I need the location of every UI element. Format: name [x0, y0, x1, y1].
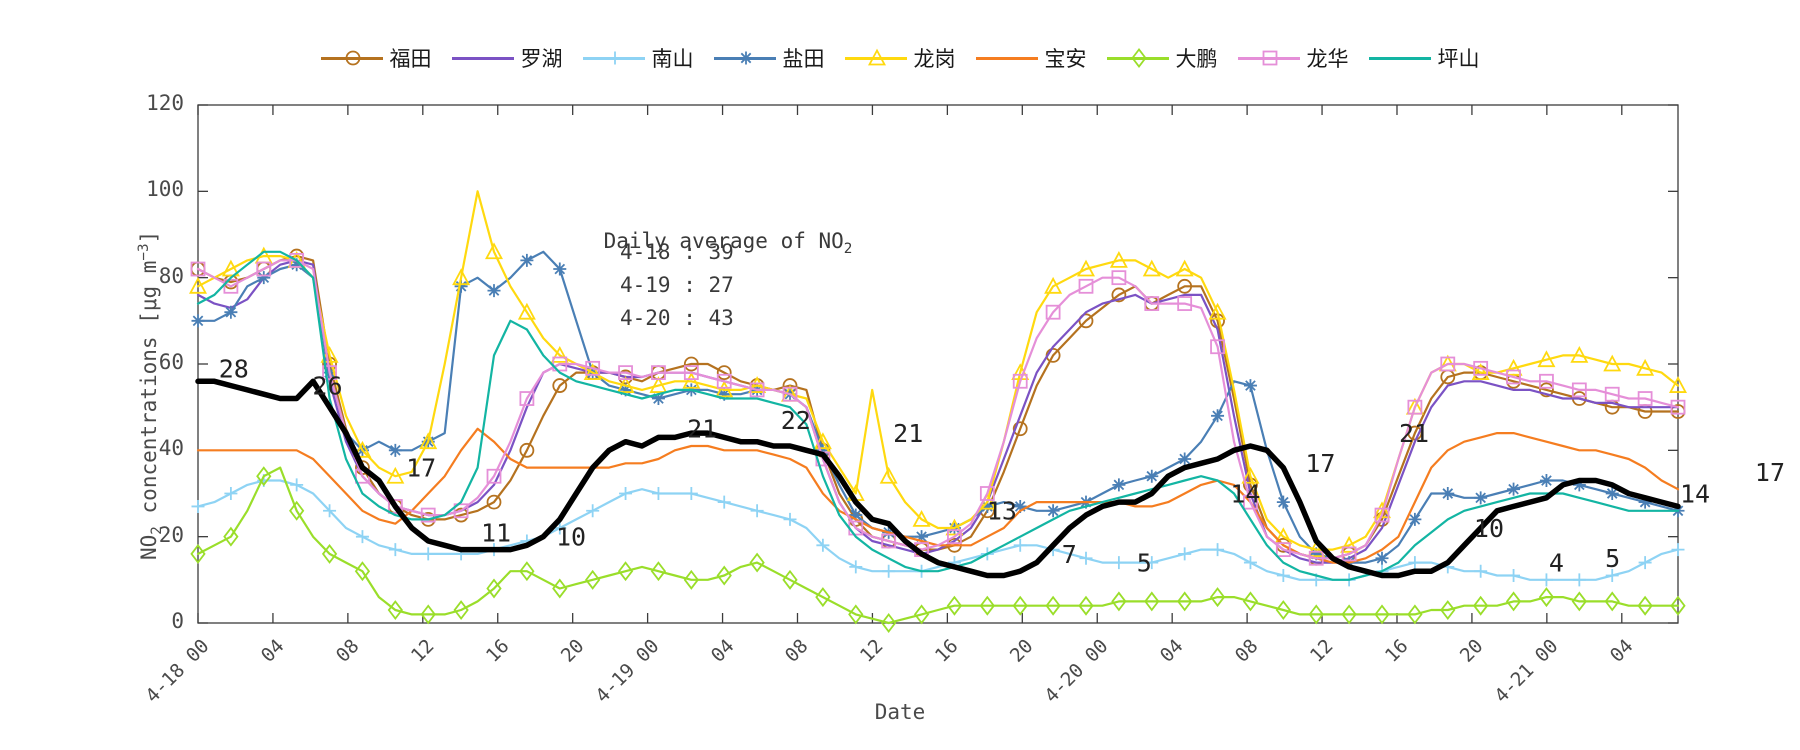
annotation-line-0: 4-18 : 39: [620, 240, 734, 264]
legend-swatch: [1368, 47, 1431, 69]
mean-label: 7: [1062, 540, 1077, 569]
mean-label: 21: [687, 415, 717, 444]
mean-label: 10: [1474, 514, 1504, 543]
mean-label: 21: [1399, 419, 1429, 448]
mean-line: [195, 378, 1681, 579]
series-6: [190, 466, 1686, 633]
mean-line-labels: 282617111021222113751417211045141714: [219, 354, 1785, 578]
legend-swatch: [975, 47, 1038, 69]
y-tick-label: 40: [158, 436, 184, 461]
mean-label: 26: [312, 372, 342, 401]
y-tick-label: 60: [158, 350, 184, 374]
y-tick-label: 100: [146, 177, 184, 202]
mean-label: 22: [781, 406, 811, 435]
legend-marker-triangle-icon: [867, 48, 886, 66]
legend-marker-square-icon: [1262, 50, 1277, 66]
annotation-line-1: 4-19 : 27: [620, 273, 734, 297]
legend-item-7[interactable]: 龙华: [1237, 43, 1349, 73]
legend-line: [975, 57, 1038, 60]
legend-line: [451, 57, 514, 60]
legend-item-4[interactable]: 龙岗: [844, 43, 956, 73]
series-3: [191, 250, 1685, 570]
legend-label: 宝安: [1044, 47, 1087, 71]
legend-item-6[interactable]: 大鹏: [1106, 43, 1218, 73]
legend-item-8[interactable]: 坪山: [1368, 43, 1480, 73]
mean-label: 13: [987, 497, 1017, 526]
legend-swatch: [320, 47, 383, 69]
legend-swatch: [844, 47, 907, 69]
y-tick-label: 80: [158, 263, 184, 288]
y-tick-label: 0: [171, 609, 184, 633]
legend-marker-plus-icon: [608, 51, 621, 65]
legend-swatch: [451, 47, 514, 69]
legend-line: [1368, 57, 1431, 60]
legend-label: 坪山: [1437, 47, 1480, 71]
y-tick-label: 120: [146, 91, 184, 115]
legend-label: 南山: [651, 47, 694, 71]
legend-label: 龙岗: [913, 47, 956, 71]
legend-swatch: [582, 47, 645, 69]
mean-label: 5: [1137, 549, 1152, 578]
legend-line: [1106, 57, 1169, 60]
mean-label: 17: [406, 454, 436, 483]
mean-label: 11: [481, 518, 511, 547]
legend-label: 罗湖: [520, 47, 563, 71]
legend-item-1[interactable]: 罗湖: [451, 43, 563, 73]
legend-item-0[interactable]: 福田: [320, 43, 432, 73]
legend-marker-star-icon: [739, 51, 752, 65]
legend-label: 大鹏: [1175, 47, 1218, 71]
mean-label: 14: [1680, 479, 1710, 508]
annotation-title: Daily average of NO2: [603, 229, 853, 258]
annotation-line-2: 4-20 : 43: [620, 306, 734, 330]
legend-marker-diamond-icon: [1130, 48, 1147, 68]
y-axis-label: NO2 concentrations [μg m−3]: [136, 230, 166, 560]
legend-item-5[interactable]: 宝安: [975, 43, 1087, 73]
legend-swatch: [1237, 47, 1300, 69]
legend-label: 盐田: [782, 47, 825, 71]
chart-legend: 福田 罗湖 南山 盐田 龙岗 宝安 大鹏 龙华 坪山: [0, 36, 1800, 80]
mean-label: 17: [1755, 458, 1785, 487]
mean-label: 14: [1230, 479, 1260, 508]
x-axis-label: Date: [874, 700, 926, 724]
mean-label: 4: [1549, 549, 1564, 578]
legend-swatch: [1106, 47, 1169, 69]
legend-marker-circle-icon: [345, 50, 360, 66]
legend-line: [320, 57, 383, 60]
legend-label: 龙华: [1306, 47, 1349, 71]
mean-label: 10: [556, 523, 586, 552]
legend-item-3[interactable]: 盐田: [713, 43, 825, 73]
legend-line: [1237, 57, 1300, 60]
mean-label: 5: [1605, 544, 1620, 573]
series-8: [196, 250, 1680, 581]
mean-label: 21: [893, 419, 923, 448]
legend-line: [844, 57, 907, 60]
legend-label: 福田: [389, 47, 432, 71]
legend-swatch: [713, 47, 776, 69]
mean-label: 17: [1305, 449, 1335, 478]
mean-label: 28: [219, 354, 249, 383]
y-tick-label: 20: [158, 522, 184, 547]
legend-item-2[interactable]: 南山: [582, 43, 694, 73]
